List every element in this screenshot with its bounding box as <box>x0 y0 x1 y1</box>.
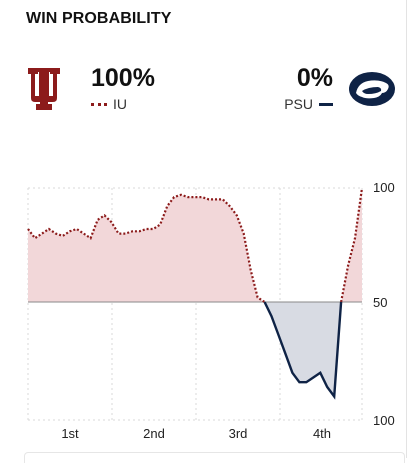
y-tick-label: 50 <box>373 295 387 310</box>
away-area-fill <box>28 302 362 397</box>
y-tick-label: 100 <box>373 180 395 195</box>
away-team-abbr: PSU <box>284 96 313 112</box>
indiana-trident-logo <box>28 68 60 110</box>
quarter-label: 3rd <box>229 426 248 441</box>
away-legend: PSU <box>284 96 333 112</box>
quarter-labels: 1st 2nd 3rd 4th <box>61 426 331 441</box>
home-area-fill <box>28 188 362 302</box>
home-win-probability: 100% <box>91 64 155 92</box>
section-title: WIN PROBABILITY <box>26 10 172 27</box>
away-line-swatch <box>319 102 333 106</box>
win-probability-chart: 100 50 100 1st 2nd 3rd 4th <box>27 180 395 441</box>
home-legend: IU <box>91 96 127 112</box>
away-win-probability: 0% <box>296 64 333 92</box>
home-team-abbr: IU <box>113 96 127 112</box>
quarter-label: 2nd <box>143 426 165 441</box>
panel-right-border <box>406 0 407 458</box>
home-line-swatch <box>91 102 107 106</box>
home-probability-line <box>27 187 364 303</box>
away-probability-line <box>263 301 343 400</box>
quarter-label: 1st <box>61 426 79 441</box>
y-tick-label: 100 <box>373 413 395 428</box>
quarter-label: 4th <box>313 426 331 441</box>
penn-state-nittany-lion-logo <box>349 72 395 106</box>
y-axis-labels: 100 50 100 <box>373 180 395 428</box>
